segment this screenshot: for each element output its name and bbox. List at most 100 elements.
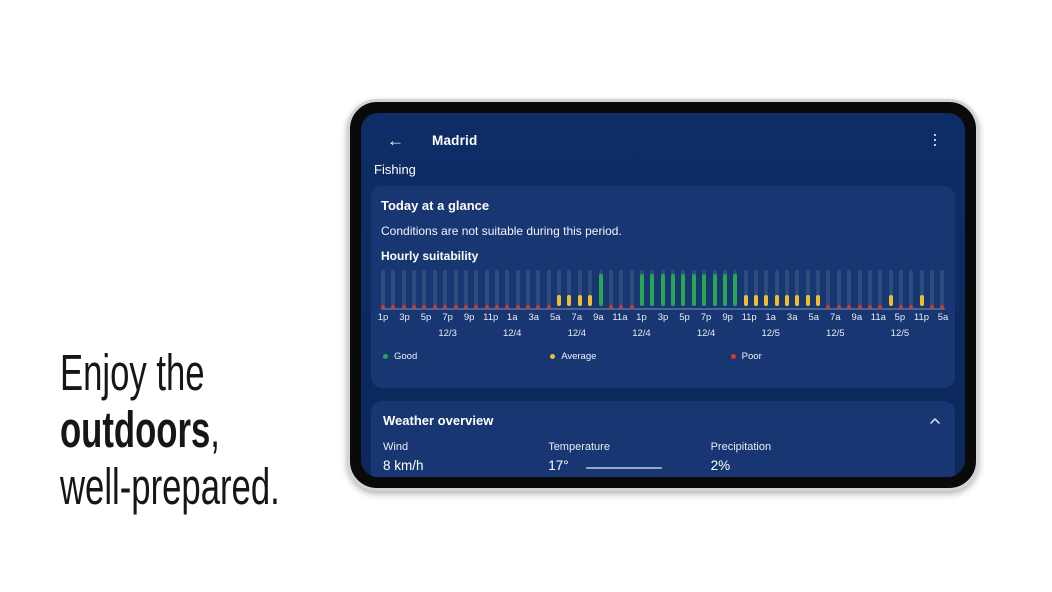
x-tick-label: 11a (870, 312, 886, 323)
suitability-bar-good (722, 270, 727, 306)
temperature-value: 17° (548, 458, 569, 473)
precipitation-label: Precipitation (710, 441, 772, 453)
suitability-bar-average (743, 270, 748, 306)
suitability-bar-poor (443, 270, 448, 309)
suitability-bars (381, 270, 945, 309)
x-tick-label: 7p (700, 312, 712, 323)
suitability-bar-average (888, 270, 893, 306)
x-tick-label: 5a (937, 312, 949, 323)
suitability-bar-average (577, 270, 582, 306)
metric-wind: Wind 8 km/h (383, 441, 548, 473)
app-bar: ← Madrid (361, 113, 965, 151)
suitability-bar-good (733, 270, 738, 306)
suitability-bar-average (805, 270, 810, 306)
suitability-bar-poor (422, 270, 427, 309)
suitability-bar-average (764, 270, 769, 306)
tablet-screen: ← Madrid Fishing Today at a glance Condi… (361, 113, 965, 477)
suitability-bar-poor (909, 270, 914, 309)
suitability-bar-poor (484, 270, 489, 309)
date-label: 12/3 (438, 328, 457, 339)
date-label: 12/4 (632, 328, 651, 339)
temperature-label: Temperature (548, 441, 610, 453)
tablet-frame: ← Madrid Fishing Today at a glance Condi… (347, 99, 979, 491)
x-tick-label: 7a (571, 312, 583, 323)
date-label: 12/4 (696, 328, 716, 339)
chevron-up-icon[interactable] (927, 415, 943, 427)
suitability-bar-average (785, 270, 790, 306)
suitability-bar-poor (474, 270, 479, 309)
x-tick-label: 11p (741, 312, 757, 323)
suitability-bar-average (588, 270, 593, 306)
suitability-bar-poor (494, 270, 499, 309)
x-tick-label: 5p (894, 312, 906, 323)
x-tick-label: 9p (463, 312, 475, 323)
suitability-bar-poor (463, 270, 468, 309)
page-title: Madrid (432, 132, 478, 148)
hourly-suitability-chart: 1p 3p 5p 7p 9p 11p 1a 3a 5a 7a 9a 11a 1p 3p 5p 7p 9p 11p 1… (377, 270, 949, 342)
wind-label: Wind (383, 441, 409, 453)
legend-poor-label: Poor (741, 351, 762, 362)
date-label: 12/5 (826, 328, 845, 339)
suitability-bar-average (816, 270, 821, 306)
date-label: 12/5 (890, 328, 910, 339)
x-tick-label: 9a (593, 312, 604, 323)
glance-card-title: Today at a glance (381, 198, 490, 213)
date-label: 12/4 (567, 328, 587, 339)
x-tick-label: 11p (483, 312, 499, 323)
tagline-line3: well-prepared. (60, 458, 280, 515)
suitability-bar-average (753, 270, 758, 306)
legend-item-good: Good (383, 351, 417, 362)
tagline-line2-comma: , (210, 401, 220, 458)
suitability-bar-poor (826, 270, 831, 309)
suitability-bar-poor (401, 270, 406, 309)
suitability-bar-poor (836, 270, 841, 309)
suitability-bar-poor (505, 270, 510, 309)
x-tick-label: 3a (786, 312, 798, 323)
suitability-bar-poor (619, 270, 624, 309)
suitability-bar-average (567, 270, 572, 306)
x-tick-label: 1p (377, 312, 389, 323)
glance-card-message: Conditions are not suitable during this … (381, 224, 622, 238)
x-tick-label: 5p (420, 312, 432, 323)
suitability-bar-good (660, 270, 665, 306)
weather-card-title: Weather overview (383, 413, 494, 428)
suitability-bar-good (681, 270, 686, 306)
suitability-bar-poor (412, 270, 417, 309)
suitability-bar-poor (867, 270, 872, 309)
activity-label: Fishing (374, 162, 416, 177)
today-glance-card: Today at a glance Conditions are not sui… (371, 186, 955, 388)
suitability-bar-good (639, 270, 644, 306)
x-tick-label: 5a (808, 312, 820, 323)
suitability-bar-poor (515, 270, 520, 309)
suitability-bar-poor (536, 270, 541, 309)
metric-precipitation: Precipitation 2% (711, 441, 943, 473)
wind-value: 8 km/h (383, 458, 424, 473)
suitability-bar-poor (898, 270, 903, 309)
weather-metrics: Wind 8 km/h Temperature 17° Precipitatio… (383, 441, 943, 473)
legend-item-average: Average (550, 351, 596, 362)
weather-card-header[interactable]: Weather overview (383, 413, 943, 428)
tagline-line2: outdoors, (60, 401, 280, 458)
x-tick-label: 5a (550, 312, 561, 323)
suitability-bar-poor (453, 270, 458, 309)
suitability-bar-poor (847, 270, 852, 309)
more-options-icon[interactable] (931, 131, 940, 150)
suitability-bar-poor (432, 270, 437, 309)
x-axis-tick-labels: 1p 3p 5p 7p 9p 11p 1a 3a 5a 7a 9a 11a 1p 3p 5p 7p 9p 11p 1… (377, 312, 949, 326)
suitability-bar-poor (381, 270, 385, 309)
suitability-bar-average (795, 270, 800, 306)
suitability-bar-average (774, 270, 779, 306)
tagline-line1: Enjoy the (60, 344, 205, 401)
x-tick-label: 3p (657, 312, 669, 323)
precipitation-value: 2% (710, 458, 731, 473)
x-tick-label: 11p (913, 312, 930, 323)
back-arrow-icon[interactable]: ← (387, 130, 404, 150)
chart-baseline (381, 308, 945, 310)
suitability-bar-good (702, 270, 707, 306)
x-tick-label: 11a (612, 312, 628, 323)
swipe-indicator[interactable] (586, 467, 662, 469)
suitability-bar-poor (629, 270, 634, 309)
legend-good-label: Good (394, 351, 418, 362)
x-tick-label: 7a (830, 312, 841, 323)
x-tick-label: 1a (506, 312, 518, 323)
